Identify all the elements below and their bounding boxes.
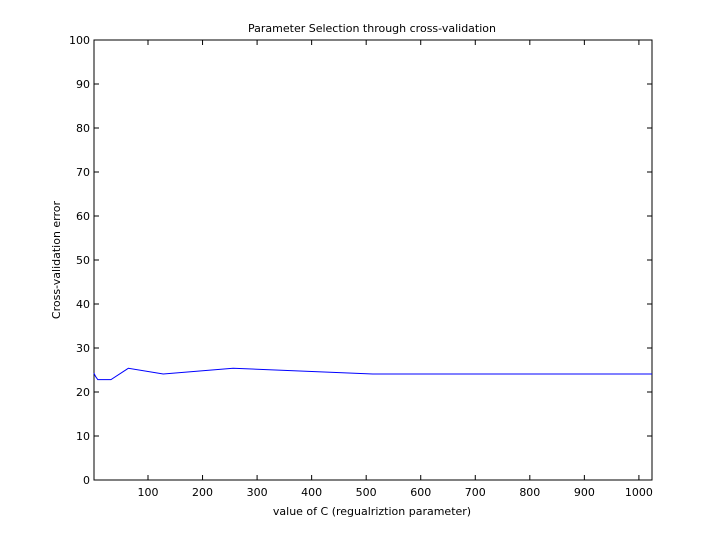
y-tick-label: 50 [76,254,90,267]
x-tick-label: 800 [519,486,540,499]
x-axis: 100 200 300 400 500 600 700 800 900 1000 [138,40,653,499]
plot-area [93,39,653,481]
x-tick-label: 1000 [625,486,653,499]
x-tick-label: 400 [301,486,322,499]
y-tick-label: 10 [76,430,90,443]
chart-title: Parameter Selection through cross-valida… [248,22,496,35]
y-tick-label: 70 [76,166,90,179]
y-tick-label: 60 [76,210,90,223]
x-tick-label: 600 [410,486,431,499]
y-axis: 0 10 20 30 40 50 60 70 80 90 100 [69,34,652,487]
y-tick-label: 20 [76,386,90,399]
y-tick-label: 100 [69,34,90,47]
x-tick-label: 300 [247,486,268,499]
x-tick-label: 100 [138,486,159,499]
y-tick-label: 40 [76,298,90,311]
series-line [93,367,652,381]
x-axis-label: value of C (regualriztion parameter) [273,505,471,518]
x-tick-label: 200 [192,486,213,499]
x-tick-label: 500 [356,486,377,499]
y-tick-label: 80 [76,122,90,135]
y-tick-label: 0 [83,474,90,487]
y-tick-label: 90 [76,78,90,91]
y-tick-label: 30 [76,342,90,355]
x-tick-label: 900 [574,486,595,499]
x-tick-label: 700 [465,486,486,499]
series-layer [93,367,652,381]
y-axis-label: Cross-validation error [50,200,63,319]
